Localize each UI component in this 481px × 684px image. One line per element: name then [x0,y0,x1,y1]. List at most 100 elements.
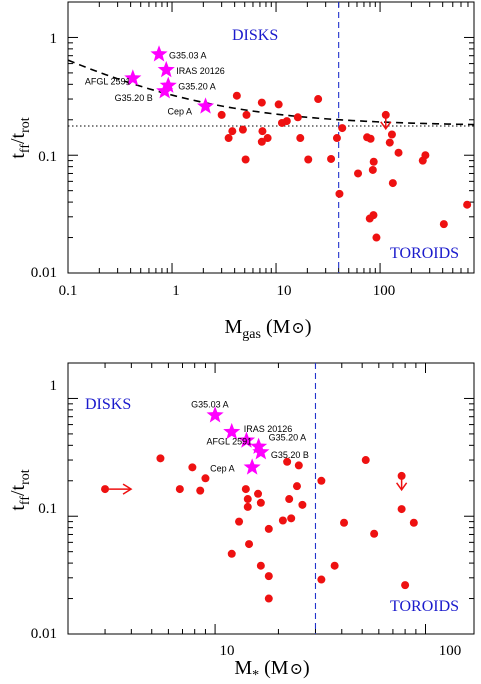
disk-star-label: IRAS 20126 [176,66,225,76]
toroid-point [372,233,381,242]
toroid-point [257,137,266,146]
model-dashed-curve [68,59,474,126]
toroid-point [263,134,272,143]
disk-star [150,45,168,62]
toroid-point [463,200,472,209]
toroid-point [401,581,410,590]
toroid-point [283,457,292,466]
toroid-point [256,561,265,570]
toroid-point [201,474,210,483]
top-y-tick-label: 1 [50,31,58,47]
toroid-point [274,100,283,109]
disk-star-label: AFGL 2591 [206,436,252,446]
toroid-point [304,155,313,164]
top-disks-label: DISKS [232,27,278,44]
toroid-point [175,485,184,494]
toroid-point [439,220,448,229]
toroid-point [196,486,205,495]
top-x-tick-label: 1 [172,283,180,299]
toroid-point [156,454,165,463]
bottom-toroids-label: TOROIDS [390,598,459,615]
disk-star [157,60,175,78]
disk-star [156,82,174,99]
toroid-point [332,134,341,143]
top-disk-stars: G35.03 A IRAS 20126 AFGL 2591 G35.20 A G35.2… [85,45,225,116]
toroid-point [368,165,377,174]
toroid-point [327,154,336,163]
bottom-disks-label: DISKS [85,396,131,413]
toroid-point [397,505,406,514]
toroid-point [409,518,418,527]
disk-star-label: G35.20 B [271,450,309,460]
top-x-tick-label: 0.1 [59,283,78,299]
toroid-point [369,157,378,166]
toroid-point [258,127,267,136]
upper-limit-arrowhead [396,482,408,492]
top-y-tick-label: 0.01 [31,265,57,281]
top-panel: 0.1 1 10 100 0.01 0.1 1 Mgas (M⊙) tff/tro… [7,1,475,342]
disk-star [243,458,261,475]
toroid-point [330,561,339,570]
top-data-points [217,91,472,242]
toroid-point [242,110,251,119]
toroid-point [217,110,226,119]
top-y-tick-labels: 0.01 0.1 1 [31,31,57,281]
toroid-point [335,189,344,198]
disk-star-label: AFGL 2591 [85,76,131,86]
disk-star-label: Cep A [210,463,235,473]
toroid-point [243,495,252,504]
toroid-point [387,130,396,139]
toroid-point [277,118,286,127]
disk-star [237,431,256,448]
top-x-tick-label: 100 [373,283,396,299]
disk-star [124,69,142,86]
disk-star-label: Cep A [168,106,193,116]
bottom-plot-frame [67,362,475,635]
lower-limit-arrowhead [122,483,133,495]
toroid-point [241,155,250,164]
toroid-point [366,134,375,143]
disk-star [250,437,268,454]
toroid-point [285,495,294,504]
top-ticks [67,1,475,274]
bottom-y-axis-label: tff/trot [7,469,33,510]
toroid-point [188,463,197,472]
top-x-axis-label: Mgas (M⊙) [225,316,312,342]
upper-limit-arrowhead [380,121,392,131]
disk-star-label: G35.03 A [169,50,207,60]
toroid-point [287,514,296,523]
bottom-y-tick-label: 1 [50,378,58,394]
toroid-point [296,134,305,143]
disk-star-label: G35.20 A [178,82,216,92]
toroid-point [238,125,247,134]
bottom-data-points [101,454,418,603]
top-toroids-label: TOROIDS [390,245,459,262]
toroid-point [394,148,403,157]
toroid-point [385,138,394,147]
disk-star-label: G35.03 A [191,399,229,409]
bottom-y-tick-label: 0.01 [31,626,57,642]
toroid-point [292,482,301,491]
toroid-point [254,489,263,498]
bottom-disk-stars: G35.03 A IRAS 20126 AFGL 2591 G35.20 A G35.2… [191,399,309,475]
bottom-y-tick-labels: 0.01 0.1 1 [31,378,57,642]
toroid-point [314,95,323,104]
toroid-point [257,98,266,107]
toroid-point [101,485,110,494]
toroid-point [365,214,374,223]
toroid-point [317,575,326,584]
toroid-point [264,524,273,533]
toroid-point [235,517,244,526]
toroid-point [298,500,307,509]
toroid-point [228,127,237,136]
toroid-point [227,549,236,558]
toroid-point [245,540,254,549]
toroid-point [361,456,370,465]
bottom-x-tick-label: 10 [220,643,235,659]
toroid-point [224,134,233,143]
bottom-x-tick-label: 100 [439,643,462,659]
disk-star [252,443,270,460]
toroid-point [241,485,250,494]
toroid-point [293,113,302,122]
